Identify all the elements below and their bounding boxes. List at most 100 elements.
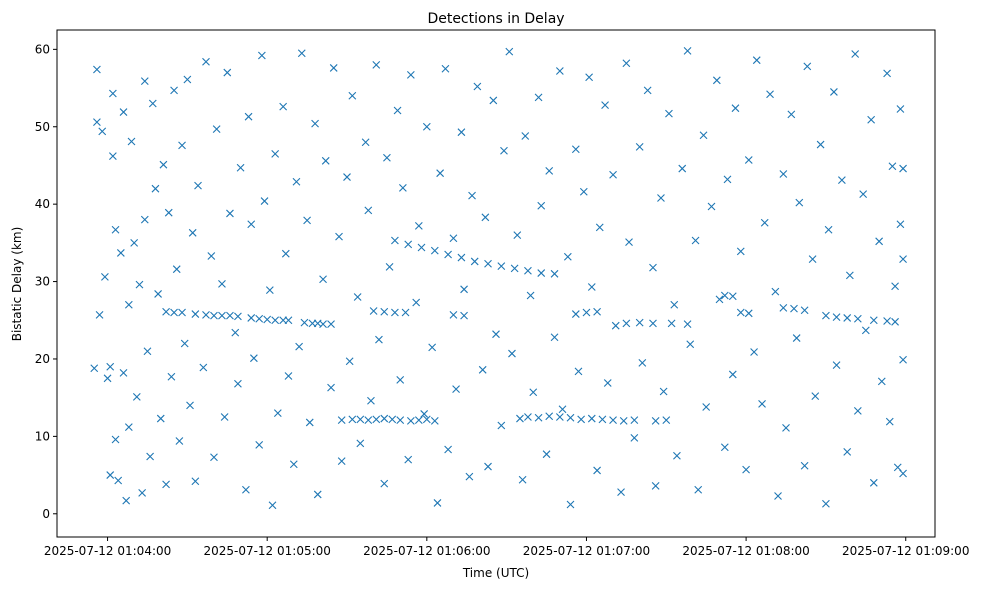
data-point [356, 415, 365, 424]
data-point [367, 396, 375, 405]
data-point [893, 463, 902, 472]
data-point [534, 93, 543, 102]
data-point [869, 478, 878, 487]
data-point [891, 317, 899, 326]
data-point [383, 153, 391, 162]
data-point [226, 209, 234, 218]
data-point [497, 262, 506, 270]
data-point [260, 197, 269, 205]
data-point [526, 291, 535, 300]
data-point [795, 198, 804, 207]
data-point [513, 231, 522, 240]
data-point [414, 416, 423, 425]
x-tick-label: 2025-07-12 01:04:00 [44, 544, 171, 558]
data-point [683, 47, 692, 55]
data-point [343, 173, 351, 181]
data-point [284, 372, 293, 380]
data-point [289, 460, 298, 469]
data-point [731, 104, 740, 113]
data-point [593, 466, 601, 475]
y-tick-label: 30 [35, 275, 50, 289]
data-point [822, 499, 830, 508]
data-point [489, 96, 498, 105]
data-point [101, 273, 109, 281]
data-point [380, 479, 389, 488]
x-axis-label: Time (UTC) [462, 566, 529, 580]
data-point [609, 170, 617, 179]
data-point [837, 176, 846, 185]
data-point [563, 252, 572, 261]
data-point [867, 115, 876, 124]
data-point [345, 357, 354, 366]
data-point [433, 499, 442, 507]
data-point [593, 307, 601, 316]
data-point [364, 416, 373, 425]
data-point [430, 246, 439, 255]
data-point [877, 377, 886, 386]
data-point [851, 50, 860, 58]
data-point [135, 280, 144, 289]
data-point [191, 310, 200, 318]
data-point [665, 109, 673, 118]
data-point [242, 485, 250, 494]
data-point [199, 363, 208, 372]
data-point [218, 311, 226, 320]
data-point [247, 220, 256, 229]
data-point [595, 223, 604, 232]
data-point [869, 316, 878, 325]
data-point [625, 238, 633, 246]
data-point [774, 492, 782, 500]
data-point [220, 413, 229, 421]
data-point [369, 307, 378, 315]
data-point [148, 99, 157, 108]
data-point [164, 208, 173, 217]
data-point [444, 445, 452, 454]
data-point [430, 417, 439, 425]
data-point [686, 340, 695, 349]
data-point [297, 49, 306, 58]
data-point [691, 236, 700, 245]
data-point [649, 319, 657, 328]
data-point [255, 441, 264, 449]
data-point [93, 65, 101, 74]
data-point [744, 156, 753, 164]
data-point [529, 388, 538, 397]
x-tick-label: 2025-07-12 01:07:00 [523, 544, 650, 558]
data-point [162, 480, 170, 489]
x-tick-label: 2025-07-12 01:05:00 [203, 544, 330, 558]
data-point [800, 461, 809, 470]
data-point [566, 413, 575, 422]
data-point [202, 310, 210, 319]
data-point [428, 343, 437, 352]
data-point [694, 485, 703, 494]
data-point [178, 308, 186, 317]
data-point [577, 415, 586, 424]
data-point [257, 51, 266, 60]
data-point [108, 89, 117, 98]
y-tick-label: 20 [35, 352, 50, 366]
data-point [816, 140, 825, 149]
data-point [444, 250, 452, 259]
data-point [327, 320, 335, 329]
data-point [657, 194, 665, 202]
data-point [521, 132, 530, 140]
data-points [90, 47, 907, 510]
data-point [518, 475, 527, 484]
data-point [130, 238, 139, 247]
data-point [124, 423, 133, 431]
data-point [811, 392, 820, 401]
data-point [609, 416, 617, 425]
data-point [143, 347, 152, 356]
data-point [728, 292, 737, 301]
data-point [484, 462, 492, 471]
data-point [106, 471, 115, 479]
data-point [571, 145, 580, 154]
data-point [393, 106, 402, 115]
data-point [449, 310, 458, 319]
data-point [122, 496, 131, 505]
data-point [249, 354, 258, 363]
data-point [132, 393, 141, 401]
data-point [736, 308, 745, 317]
data-point [891, 282, 899, 291]
data-point [103, 374, 112, 383]
